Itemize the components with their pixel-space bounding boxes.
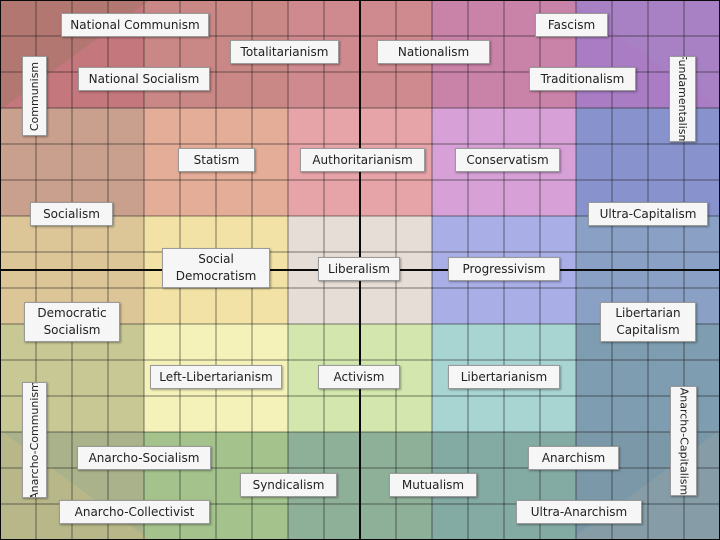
label-nationalism: Nationalism xyxy=(377,40,490,64)
label-syndicalism: Syndicalism xyxy=(240,473,337,497)
label-conservatism: Conservatism xyxy=(455,148,560,172)
label-libertarianism: Libertarianism xyxy=(448,365,560,389)
label-mutualism: Mutualism xyxy=(389,473,477,497)
label-left-libertarianism: Left-Libertarianism xyxy=(150,365,282,389)
label-socialism: Socialism xyxy=(30,202,113,226)
label-libertarian-capitalism: Libertarian Capitalism xyxy=(600,302,696,342)
label-statism: Statism xyxy=(178,148,255,172)
label-liberalism: Liberalism xyxy=(318,257,400,281)
label-progressivism: Progressivism xyxy=(448,257,560,281)
label-traditionalism: Traditionalism xyxy=(529,67,636,91)
label-social-democratism: Social Democratism xyxy=(162,248,270,288)
label-authoritarianism: Authoritarianism xyxy=(300,148,425,172)
label-anarchism: Anarchism xyxy=(528,446,619,470)
label-fundamentalism: Fundamentalism xyxy=(669,56,696,142)
label-anarcho-capitalism: Anarcho-Capitalism xyxy=(670,386,697,496)
label-fascism: Fascism xyxy=(535,13,608,37)
label-national-socialism: National Socialism xyxy=(78,67,210,91)
label-anarcho-collectivist: Anarcho-Collectivist xyxy=(59,500,210,524)
label-activism: Activism xyxy=(318,365,400,389)
label-national-communism: National Communism xyxy=(61,13,209,37)
label-ultra-anarchism: Ultra-Anarchism xyxy=(516,500,642,524)
label-totalitarianism: Totalitarianism xyxy=(230,40,339,64)
label-anarcho-communism: Anarcho-Communism xyxy=(22,382,47,498)
label-communism: Communism xyxy=(22,56,47,136)
label-anarcho-socialism: Anarcho-Socialism xyxy=(77,446,211,470)
label-democratic-socialism: Democratic Socialism xyxy=(24,302,120,342)
label-ultra-capitalism: Ultra-Capitalism xyxy=(588,202,708,226)
